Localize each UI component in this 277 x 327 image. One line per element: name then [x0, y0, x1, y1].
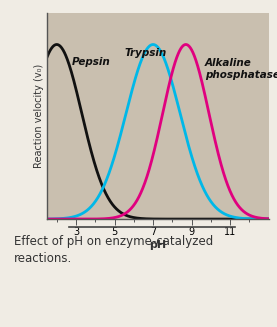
Y-axis label: Reaction velocity (v₀): Reaction velocity (v₀)	[34, 64, 44, 168]
Text: Effect of pH on enzyme-catalyzed
reactions.: Effect of pH on enzyme-catalyzed reactio…	[14, 235, 213, 266]
Text: Pepsin: Pepsin	[72, 57, 111, 67]
Text: Trypsin: Trypsin	[124, 48, 166, 58]
X-axis label: pH: pH	[149, 240, 166, 250]
Text: Alkaline
phosphatase: Alkaline phosphatase	[205, 59, 277, 80]
